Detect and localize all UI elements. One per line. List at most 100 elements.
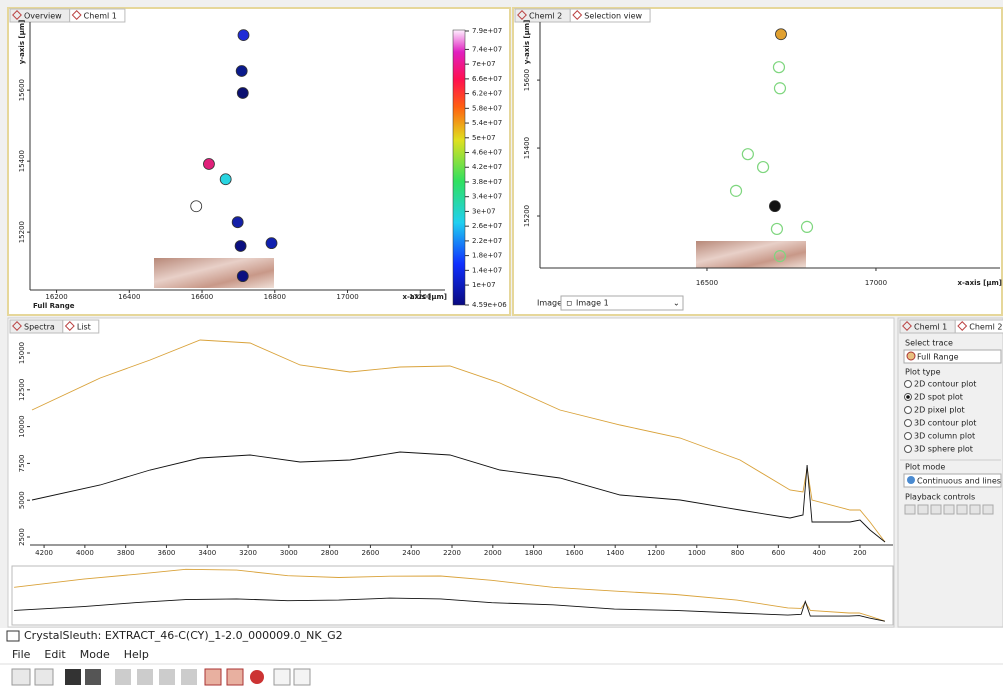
x-tick-label: 16600	[191, 293, 213, 301]
x-tick-label: 3000	[280, 549, 298, 557]
colorbar-label: 6.6e+07	[472, 75, 502, 83]
colorbar-label: 3.8e+07	[472, 178, 502, 186]
colorbar-label: 3e+07	[472, 207, 496, 215]
tab[interactable]	[954, 319, 1003, 334]
data-point[interactable]	[800, 220, 814, 233]
menu-item[interactable]: Mode	[80, 648, 110, 661]
tab[interactable]	[69, 8, 126, 23]
forward-button[interactable]	[293, 668, 311, 686]
data-point[interactable]	[729, 184, 743, 197]
radio[interactable]	[904, 445, 912, 453]
data-point[interactable]	[770, 222, 784, 236]
tool-button[interactable]	[250, 670, 264, 684]
data-point[interactable]	[773, 250, 787, 263]
y-tick-label: 15200	[523, 205, 531, 227]
data-point[interactable]	[190, 200, 203, 213]
tab-icon	[12, 321, 22, 331]
tab-icon	[957, 321, 968, 331]
tool-button[interactable]	[65, 669, 81, 685]
playback-button[interactable]	[956, 504, 968, 515]
x-tick-label: 16500	[696, 279, 718, 287]
x-tick-label: 3400	[198, 549, 216, 557]
trace-value: Full Range	[917, 353, 959, 362]
data-point[interactable]	[741, 148, 754, 161]
radio[interactable]	[904, 419, 912, 427]
data-point[interactable]	[237, 29, 250, 42]
menu-item[interactable]: Help	[124, 648, 149, 661]
trace-dropdown[interactable]	[903, 349, 1002, 364]
radio[interactable]	[904, 406, 912, 414]
data-point[interactable]	[756, 160, 770, 174]
tool-button[interactable]	[34, 668, 54, 686]
x-axis-label: x-axis [µm]	[402, 293, 447, 301]
playback-button[interactable]	[943, 504, 955, 515]
data-point[interactable]	[775, 28, 787, 41]
data-point[interactable]	[265, 237, 278, 250]
colorbar-label: 1.4e+07	[472, 266, 502, 274]
y-tick-label: 15600	[523, 69, 531, 91]
data-point[interactable]	[203, 158, 215, 170]
x-tick-label: 17000	[336, 293, 358, 301]
tool-button[interactable]	[85, 669, 101, 685]
label: Select trace	[905, 339, 953, 348]
x-tick-label: 3600	[158, 549, 176, 557]
data-point[interactable]	[772, 61, 786, 74]
x-tick-label: 800	[731, 549, 744, 557]
x-tick-label: 3800	[117, 549, 135, 557]
x-tick-label: 2200	[443, 549, 461, 557]
tool-button[interactable]	[11, 668, 31, 686]
menu-item[interactable]: Edit	[44, 648, 66, 661]
tab[interactable]	[569, 8, 651, 23]
data-point[interactable]	[773, 82, 787, 95]
tab-label: List	[77, 323, 91, 332]
tool-button[interactable]	[115, 669, 131, 685]
window-title: CrystalSleuth: EXTRACT_46-C(CY)_1-2.0_00…	[24, 629, 343, 642]
window-icon	[6, 630, 20, 642]
y-tick-label: 5000	[18, 491, 26, 509]
data-point[interactable]	[219, 173, 232, 186]
data-point[interactable]	[236, 270, 249, 283]
y-tick-label: 15400	[18, 150, 26, 172]
spectrum-line	[31, 339, 886, 543]
tool-button[interactable]	[181, 669, 197, 685]
playback-button[interactable]	[982, 504, 994, 515]
radio-dot	[906, 395, 910, 399]
y-tick-label: 7500	[18, 454, 26, 472]
playback-button[interactable]	[904, 504, 916, 515]
colorbar-label: 7e+07	[472, 60, 496, 68]
x-tick-label: 17200	[409, 293, 431, 301]
playback-button[interactable]	[930, 504, 942, 515]
image-dropdown[interactable]	[560, 295, 684, 311]
selection-panel	[512, 7, 1003, 316]
radio-label: 2D pixel plot	[914, 406, 965, 415]
menu-item[interactable]: File	[12, 648, 31, 661]
playback-button[interactable]	[917, 504, 929, 515]
x-tick-label: 1400	[606, 549, 624, 557]
tool-button[interactable]	[159, 669, 175, 685]
tab-icon	[71, 10, 82, 20]
tool-button[interactable]	[137, 669, 153, 685]
x-axis-label: x-axis [µm]	[957, 279, 1002, 287]
tool-button[interactable]	[226, 668, 244, 686]
data-point[interactable]	[234, 240, 247, 252]
radio[interactable]	[904, 380, 912, 388]
data-point[interactable]	[769, 200, 781, 213]
tool-button[interactable]	[204, 668, 222, 686]
x-tick-label: 1200	[647, 549, 665, 557]
colorbar-label: 5e+07	[472, 134, 496, 142]
data-point[interactable]	[236, 87, 249, 99]
image-label: Image:	[537, 299, 565, 308]
colorbar-label: 5.8e+07	[472, 104, 502, 112]
label: Plot type	[905, 368, 941, 377]
data-point[interactable]	[231, 216, 244, 229]
radio[interactable]	[904, 432, 912, 440]
back-button[interactable]	[273, 668, 291, 686]
mode-dropdown[interactable]	[903, 473, 1002, 488]
y-tick-label: 2500	[18, 528, 26, 546]
x-tick-label: 3200	[239, 549, 257, 557]
data-point[interactable]	[235, 65, 248, 77]
toolbar	[11, 668, 311, 686]
x-tick-label: 1600	[565, 549, 583, 557]
playback-button[interactable]	[969, 504, 981, 515]
x-tick-label: 4000	[76, 549, 94, 557]
